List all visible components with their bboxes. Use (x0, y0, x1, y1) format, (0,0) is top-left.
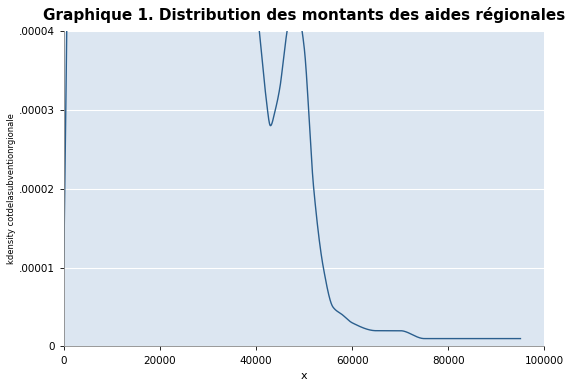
Title: Graphique 1. Distribution des montants des aides régionales: Graphique 1. Distribution des montants d… (43, 7, 565, 23)
X-axis label: x: x (301, 371, 307, 381)
Y-axis label: kdensity cotdelasubventionrgionale: kdensity cotdelasubventionrgionale (7, 113, 16, 264)
